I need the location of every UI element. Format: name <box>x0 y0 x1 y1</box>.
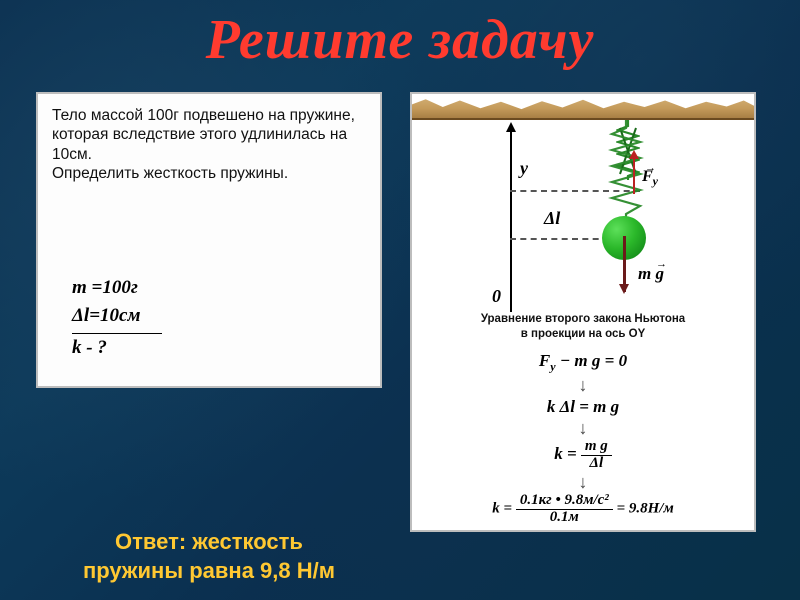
force-fy-label: → Fy <box>642 168 658 189</box>
answer-text: Ответ: жесткость пружины равна 9,8 Н/м <box>36 527 382 586</box>
problem-line: которая вследствие этого удлинилась на <box>52 125 366 144</box>
given-block: m =100г Δl=10см k - ? <box>72 274 162 363</box>
caption-line: в проекции на ось OY <box>412 327 754 342</box>
equation-1: Fy − m g = 0 <box>412 351 754 374</box>
force-mg-arrow <box>623 236 626 292</box>
content-row: Тело массой 100г подвешено на пружине, к… <box>0 72 800 532</box>
y-axis-label: y <box>520 158 528 179</box>
origin-label: 0 <box>492 286 501 307</box>
solution-panel: y 0 Δl → Fy → m g <box>410 92 756 532</box>
arrow-down-icon: ↓ <box>412 474 754 490</box>
force-mg-label: → m g <box>638 264 664 284</box>
equation-3: k = m g Δl <box>412 439 754 472</box>
y-axis <box>510 124 512 312</box>
given-m: m =100г <box>72 274 162 303</box>
slide-title: Решите задачу <box>0 0 800 72</box>
problem-line: Определить жесткость пружины. <box>52 164 366 183</box>
equation-4: k = 0.1кг • 9.8м/с² 0.1м = 9.8Н/м <box>412 493 754 526</box>
given-dl: Δl=10см <box>72 302 162 331</box>
problem-line: Тело массой 100г подвешено на пружине, <box>52 106 366 125</box>
force-fy-arrow <box>633 152 635 194</box>
problem-panel: Тело массой 100г подвешено на пружине, к… <box>36 92 382 388</box>
equation-2: k Δl = m g <box>412 397 754 417</box>
delta-l-label: Δl <box>544 208 560 229</box>
problem-line: 10см. <box>52 145 366 164</box>
spring-long <box>608 120 644 230</box>
caption-line: Уравнение второго закона Ньютона <box>412 312 754 327</box>
problem-text: Тело массой 100г подвешено на пружине, к… <box>52 106 366 184</box>
diagram: y 0 Δl → Fy → m g <box>412 112 754 322</box>
diagram-caption: Уравнение второго закона Ньютона в проек… <box>412 312 754 342</box>
arrow-down-icon: ↓ <box>412 420 754 436</box>
answer-line: пружины равна 9,8 Н/м <box>36 556 382 586</box>
given-k: k - ? <box>72 334 162 363</box>
arrow-down-icon: ↓ <box>412 377 754 393</box>
equations-block: Fy − m g = 0 ↓ k Δl = m g ↓ k = m g Δl ↓… <box>412 348 754 529</box>
answer-line: Ответ: жесткость <box>36 527 382 557</box>
